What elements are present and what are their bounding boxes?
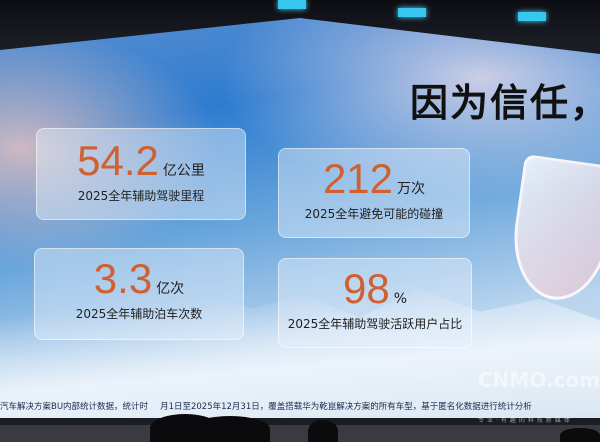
stat-unit: 万次 [397,181,426,197]
audience-head [190,416,270,442]
footnote: 汽车解决方案BU内部统计数据，统计时 月1日至2025年12月31日，覆盖搭载华为… [0,401,532,414]
stat-label: 2025全年辅助泊车次数 [75,307,203,321]
stat-card-parking: 3.3 亿次 2025全年辅助泊车次数 [34,248,244,340]
ceiling-light [278,0,306,9]
stat-value: 3.3 [93,255,153,302]
slide-title: 因为信任， [410,81,600,125]
stat-value: 98 [342,265,390,312]
ceiling-light [398,8,426,17]
stat-card-active-users: 98% 2025全年辅助驾驶活跃用户占比 [278,258,472,348]
footnote-right: 月1日至2025年12月31日，覆盖搭载华为乾崑解决方案的所有车型，基于匿名化数… [160,402,532,412]
watermark-logo: CNMO.com [478,368,600,392]
stat-unit: % [393,291,408,307]
presentation-screen [0,18,600,418]
stat-label: 2025全年辅助驾驶活跃用户占比 [287,317,463,331]
audience-head [560,428,600,442]
audience-head [308,420,338,442]
ceiling-light [518,12,546,21]
watermark-tagline: 专业·有趣的科技新媒体 [478,417,573,424]
stat-label: 2025全年辅助驾驶里程 [77,189,205,203]
footnote-left: 汽车解决方案BU内部统计数据，统计时 [0,402,149,412]
floor [0,425,600,442]
stat-value: 54.2 [77,137,159,184]
stat-card-mileage: 54.2 亿公里 2025全年辅助驾驶里程 [36,128,246,220]
stat-unit: 亿次 [156,281,185,297]
stat-unit: 亿公里 [162,163,205,179]
stat-card-collisions: 212 万次 2025全年避免可能的碰撞 [278,148,470,238]
stat-label: 2025全年避免可能的碰撞 [304,207,444,221]
stat-value: 212 [322,155,394,202]
